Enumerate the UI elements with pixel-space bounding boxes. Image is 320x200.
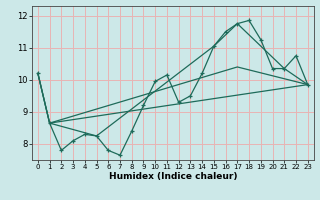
X-axis label: Humidex (Indice chaleur): Humidex (Indice chaleur)	[108, 172, 237, 181]
